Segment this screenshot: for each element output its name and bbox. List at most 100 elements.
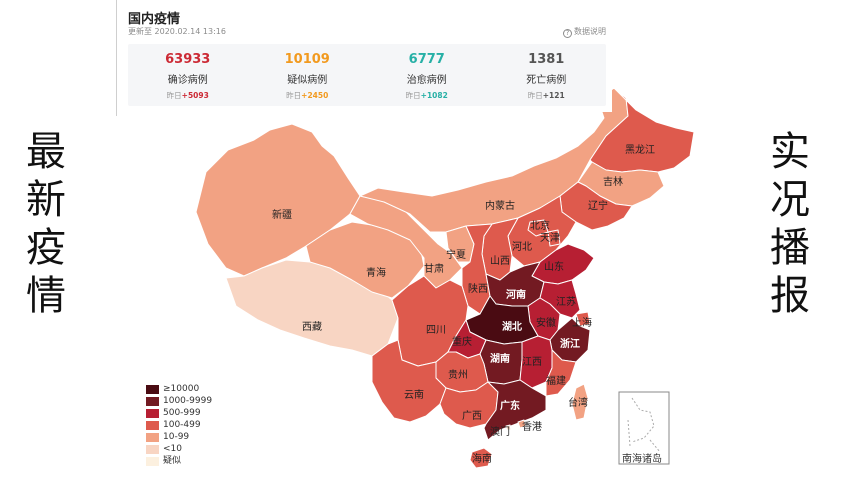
province-label: 湖北 [502,320,522,333]
legend-label: <10 [163,444,182,454]
province-label: 福建 [546,374,566,387]
legend-item[interactable]: 100-499 [146,419,212,431]
province-label: 辽宁 [588,199,608,212]
stat-delta: 昨日+2450 [248,90,368,101]
province-label: 河北 [512,241,532,253]
province-beijing[interactable] [527,219,549,237]
legend-label: 1000-9999 [163,396,213,406]
stat-cured: 6777 治愈病例 昨日+1082 [367,44,487,106]
province-label: 贵州 [448,368,468,381]
province-label: 重庆 [452,335,472,348]
legend-item[interactable]: 500-999 [146,407,212,419]
stat-delta: 昨日+121 [487,90,607,101]
side-char: 况 [770,177,810,223]
side-char: 最 [26,129,66,175]
side-char: 新 [26,177,66,223]
province-shanghai[interactable] [575,311,591,327]
data-note-link[interactable]: ? 数据说明 [563,26,606,38]
delta-prefix: 昨日 [286,91,302,100]
legend-swatch [146,444,159,454]
legend-label: 疑似 [163,456,182,466]
province-label: 宁夏 [446,248,466,261]
update-time: 更新至 2020.02.14 13:16 [128,27,226,36]
province-label: 吉林 [603,175,623,188]
legend-item[interactable]: 1000-9999 [146,395,212,407]
legend-label: 10-99 [163,432,190,442]
province-label: 安徽 [536,316,556,329]
province-label: 江西 [522,356,542,368]
province-hainan[interactable] [469,447,493,469]
legend-label: 500-999 [163,408,201,418]
legend-swatch [146,432,159,442]
stat-label: 死亡病例 [526,75,567,86]
province-label: 甘肃 [424,262,444,275]
province-label: 天津 [540,232,560,244]
province-taiwan[interactable] [571,383,589,421]
inset-label: 南海诸岛 [622,452,662,465]
legend-item[interactable]: <10 [146,443,212,455]
province-label: 黑龙江 [625,143,655,156]
legend-swatch [146,456,159,466]
province-label: 山西 [490,255,510,267]
province-label: 浙江 [560,337,580,350]
province-label: 澳门 [490,425,510,438]
legend-swatch [146,420,159,430]
side-char: 报 [770,273,810,319]
stat-label: 疑似病例 [287,75,328,86]
legend-swatch [146,408,159,418]
province-label: 北京 [530,219,550,232]
province-label: 上海 [572,316,592,329]
province-qinghai[interactable] [305,221,425,299]
map-legend: ≥10000 1000-9999 500-999 100-499 10-99 <… [146,383,212,467]
legend-swatch [146,396,159,406]
stat-value: 1381 [528,52,565,67]
province-label: 香港 [522,421,542,433]
side-title-right: 实 况 播 报 [766,128,814,320]
panel-divider [116,0,117,116]
province-label: 内蒙古 [485,199,515,212]
legend-label: 100-499 [163,420,201,430]
stat-deaths: 1381 死亡病例 昨日+121 [487,44,607,106]
province-guangdong[interactable] [483,379,547,441]
legend-swatch [146,384,159,394]
delta-value: +2450 [301,91,329,100]
stat-value: 6777 [408,52,445,67]
legend-item[interactable]: 疑似 [146,455,212,467]
province-label: 陕西 [468,282,488,295]
province-label: 新疆 [272,208,292,221]
province-tianjin[interactable] [547,229,561,247]
province-label: 四川 [426,325,446,336]
side-char: 播 [770,225,810,271]
province-macau[interactable] [505,424,512,431]
panel-title: 国内疫情 [128,12,181,27]
province-fujian[interactable] [545,349,577,397]
province-label: 湖南 [490,352,510,365]
province-label: 海南 [472,452,492,465]
legend-item[interactable]: 10-99 [146,431,212,443]
province-hongkong[interactable] [517,419,527,429]
delta-value: +121 [542,91,565,100]
legend-item[interactable]: ≥10000 [146,383,212,395]
stat-label: 确诊病例 [167,75,208,86]
delta-prefix: 昨日 [527,91,543,100]
province-label: 云南 [404,388,424,401]
province-label: 广东 [500,399,520,412]
side-char: 实 [770,129,810,175]
province-label: 台湾 [568,396,588,409]
stat-confirmed: 63933 确诊病例 昨日+5093 [128,44,248,106]
side-char: 情 [26,273,66,319]
side-char: 疫 [26,225,66,271]
province-label: 江苏 [556,295,576,308]
stats-panel: 国内疫情 更新至 2020.02.14 13:16 ? 数据说明 63933 确诊… [118,0,612,112]
stat-value: 63933 [165,52,211,67]
province-label: 山东 [544,260,564,273]
province-label: 河南 [506,288,526,301]
province-label: 广西 [462,410,482,422]
south-china-sea-inset [618,391,670,465]
stats-row: 63933 确诊病例 昨日+5093 10109 疑似病例 昨日+2450 67… [128,44,606,106]
province-label: 青海 [366,266,386,279]
data-note-label: 数据说明 [574,27,606,36]
legend-label: ≥10000 [163,384,200,394]
side-title-left: 最 新 疫 情 [22,128,70,320]
delta-value: +5093 [181,91,209,100]
